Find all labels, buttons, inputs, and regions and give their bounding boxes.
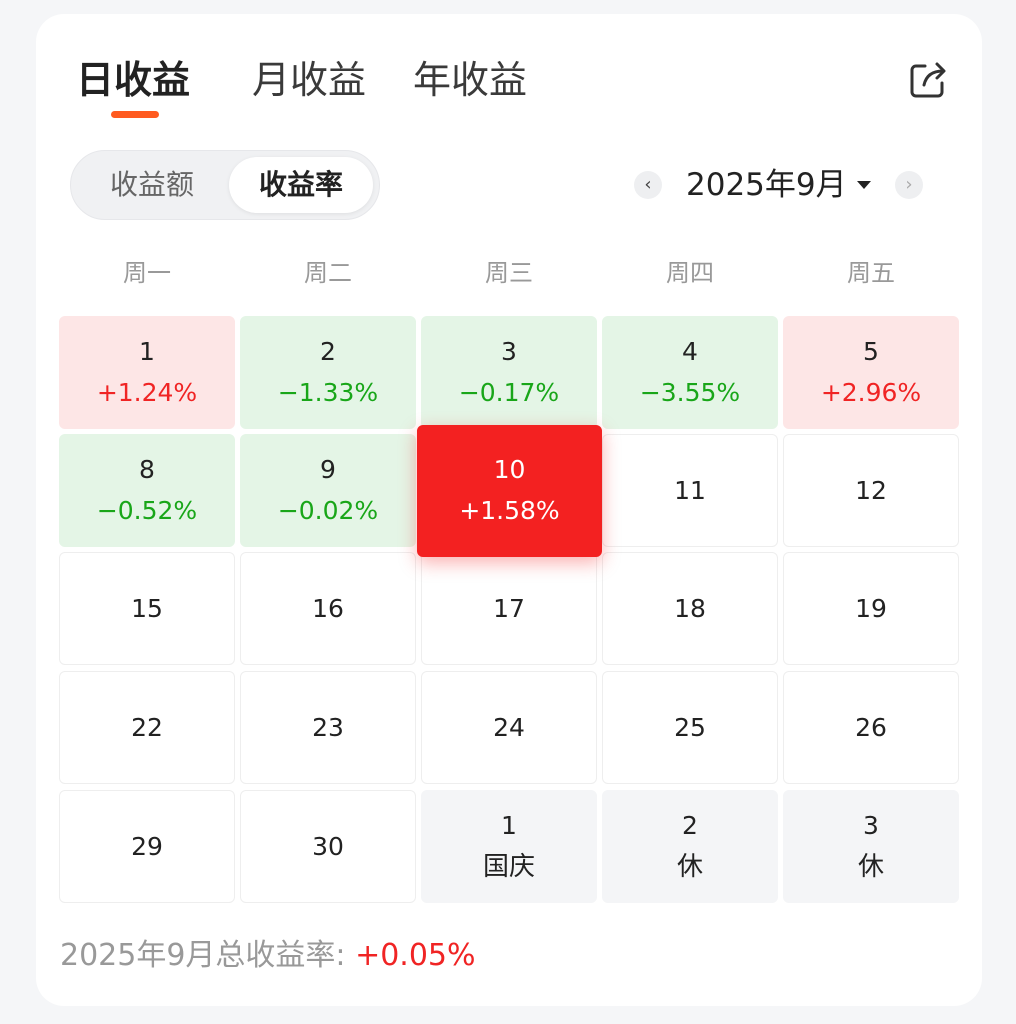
calendar-day-cell[interactable]: 1 国庆 — [421, 790, 597, 903]
day-number: 4 — [682, 336, 698, 366]
calendar-day-cell[interactable]: 5 +2.96% — [783, 316, 959, 429]
day-number: 24 — [493, 712, 525, 742]
calendar-day-cell[interactable]: 15 — [59, 552, 235, 665]
day-number: 1 — [501, 810, 517, 840]
day-return-rate: +1.24% — [96, 377, 198, 407]
summary-label: 2025年9月总收益率: — [60, 938, 356, 973]
day-number: 15 — [131, 593, 163, 623]
day-number: 22 — [131, 712, 163, 742]
next-month-button[interactable]: › — [895, 171, 923, 199]
weekday-label: 周二 — [304, 259, 352, 287]
day-return-rate: −0.02% — [277, 495, 379, 525]
weekday-label: 周四 — [666, 259, 714, 287]
day-number: 26 — [855, 712, 887, 742]
day-number: 18 — [674, 593, 706, 623]
chevron-left-icon: ‹ — [644, 174, 652, 195]
calendar-day-cell[interactable]: 2 −1.33% — [240, 316, 416, 429]
day-number: 17 — [493, 593, 525, 623]
day-number: 3 — [501, 336, 517, 366]
month-total-summary: 2025年9月总收益率: +0.05% — [60, 935, 476, 977]
calendar-day-cell[interactable]: 8 −0.52% — [59, 434, 235, 547]
calendar-day-cell-selected[interactable]: 10 +1.58% — [417, 425, 602, 557]
day-number: 16 — [312, 593, 344, 623]
day-return-rate: −0.52% — [96, 495, 198, 525]
day-number: 11 — [674, 475, 706, 505]
calendar-day-cell[interactable]: 16 — [240, 552, 416, 665]
segment-earnings-amount[interactable]: 收益额 — [109, 168, 194, 201]
day-number: 10 — [493, 455, 526, 484]
share-button[interactable] — [906, 58, 950, 102]
calendar-day-cell[interactable]: 11 — [602, 434, 778, 547]
calendar-day-cell[interactable]: 1 +1.24% — [59, 316, 235, 429]
prev-month-button[interactable]: ‹ — [634, 171, 662, 199]
day-return-rate: +1.58% — [459, 496, 560, 525]
chevron-right-icon: › — [905, 174, 913, 195]
day-number: 29 — [131, 831, 163, 861]
calendar-day-cell[interactable]: 4 −3.55% — [602, 316, 778, 429]
active-tab-indicator — [111, 111, 159, 118]
day-number: 19 — [855, 593, 887, 623]
calendar-day-cell[interactable]: 29 — [59, 790, 235, 903]
calendar-day-cell[interactable]: 19 — [783, 552, 959, 665]
day-return-rate: +2.96% — [820, 377, 922, 407]
metric-segmented-control: 收益额 收益率 — [70, 150, 380, 220]
calendar-day-cell[interactable]: 30 — [240, 790, 416, 903]
holiday-note: 国庆 — [482, 851, 535, 882]
day-number: 8 — [139, 454, 155, 484]
summary-value: +0.05% — [355, 938, 476, 973]
day-return-rate: −1.33% — [277, 377, 379, 407]
calendar-day-cell[interactable]: 24 — [421, 671, 597, 784]
day-return-rate: −3.55% — [639, 377, 741, 407]
day-number: 1 — [139, 336, 155, 366]
day-number: 2 — [320, 336, 336, 366]
calendar-day-cell[interactable]: 9 −0.02% — [240, 434, 416, 547]
tab-daily-earnings[interactable]: 日收益 — [76, 58, 191, 102]
day-return-rate: −0.17% — [458, 377, 560, 407]
day-number: 3 — [863, 810, 879, 840]
day-number: 9 — [320, 454, 336, 484]
day-number: 30 — [312, 831, 344, 861]
segment-earnings-rate[interactable]: 收益率 — [229, 157, 373, 213]
calendar-day-cell[interactable]: 22 — [59, 671, 235, 784]
holiday-note: 休 — [857, 851, 884, 882]
day-number: 23 — [312, 712, 344, 742]
calendar-day-cell[interactable]: 18 — [602, 552, 778, 665]
weekday-label: 周三 — [485, 259, 533, 287]
calendar-day-cell[interactable]: 17 — [421, 552, 597, 665]
holiday-note: 休 — [676, 851, 703, 882]
tab-monthly-earnings[interactable]: 月收益 — [252, 58, 367, 102]
day-number: 25 — [674, 712, 706, 742]
weekday-label: 周一 — [123, 259, 171, 287]
caret-down-icon[interactable] — [857, 181, 871, 189]
calendar-day-cell[interactable]: 23 — [240, 671, 416, 784]
weekday-label: 周五 — [847, 259, 895, 287]
calendar-day-cell[interactable]: 3 −0.17% — [421, 316, 597, 429]
day-number: 2 — [682, 810, 698, 840]
day-number: 12 — [855, 475, 887, 505]
tab-yearly-earnings[interactable]: 年收益 — [413, 58, 528, 102]
calendar-day-cell[interactable]: 26 — [783, 671, 959, 784]
calendar-day-cell[interactable]: 25 — [602, 671, 778, 784]
share-icon — [910, 62, 946, 98]
day-number: 5 — [863, 336, 879, 366]
calendar-day-cell[interactable]: 12 — [783, 434, 959, 547]
month-selector[interactable]: 2025年9月 — [686, 167, 847, 203]
